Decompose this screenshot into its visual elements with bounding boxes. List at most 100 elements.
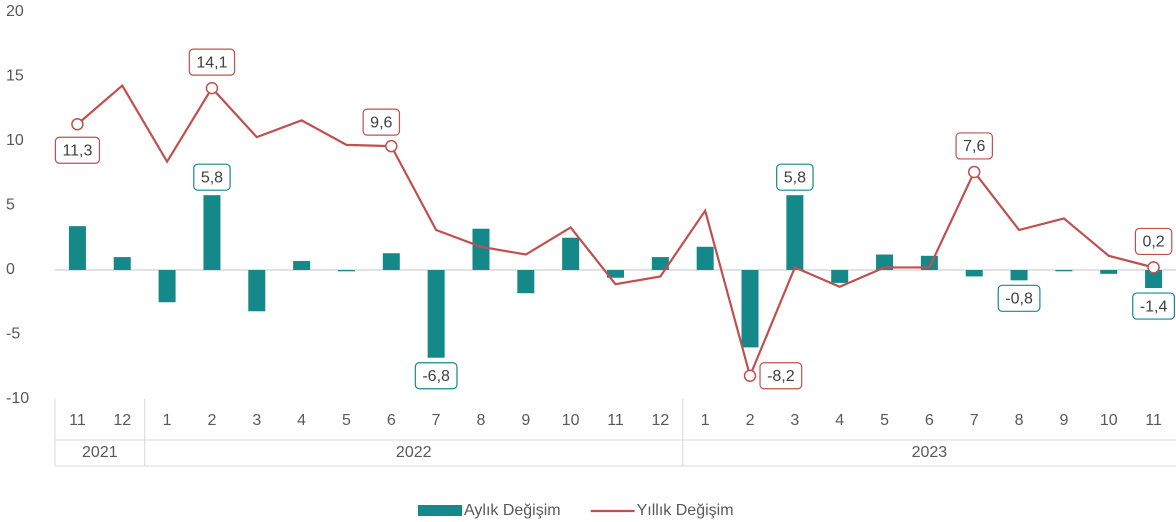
legend-label: Yıllık Değişim [637,502,734,519]
x-tick-label: 8 [1015,412,1024,429]
y-tick-label: 0 [6,261,15,278]
bar [831,270,849,283]
x-tick-label: 2 [746,412,755,429]
data-label-box [759,362,803,390]
data-label-text: -6,8 [422,368,450,385]
data-label-box [776,163,814,191]
x-tick-label: 9 [521,412,530,429]
x-tick-label: 4 [835,412,844,429]
bar [876,254,894,270]
x-tick-label: 10 [1100,412,1118,429]
y-tick-label: 15 [6,68,24,85]
data-label-box [1134,227,1173,256]
x-tick-label: 6 [387,412,396,429]
y-tick-label: -5 [6,326,20,343]
data-label: -6,8 [414,362,458,390]
x-tick-label: 8 [477,412,486,429]
x-tick-label: 4 [297,412,306,429]
x-tick-label: 7 [432,412,441,429]
data-label-box [54,136,101,164]
x-tick-label: 12 [113,412,131,429]
x-tick-label: 3 [790,412,799,429]
bar [965,270,983,277]
data-label-box [997,284,1041,312]
bar [1010,270,1028,281]
data-label: -0,8 [997,284,1041,312]
bar [293,260,311,270]
data-label: 14,1 [188,48,236,76]
x-tick-label: 6 [925,412,934,429]
line-marker [71,117,84,131]
x-tick-label: 7 [970,412,979,429]
x-group-label: 2021 [82,444,118,461]
bar [337,270,355,272]
bar [562,237,580,270]
x-tick-label: 1 [163,412,172,429]
line-marker [1147,261,1160,274]
line-marker [967,165,981,179]
x-tick-label: 3 [252,412,261,429]
bar [1145,270,1163,289]
x-tick-label: 11 [1145,412,1162,429]
data-label: 11,3 [54,136,101,164]
x-tick-label: 11 [607,412,624,429]
data-label-text: 5,8 [201,169,223,186]
data-label-text: 9,6 [370,114,392,131]
x-tick-label: 10 [562,412,580,429]
bar [651,257,669,270]
bar [696,246,714,270]
bar [248,270,266,312]
data-label-box [1132,292,1176,320]
data-label-box [955,132,993,160]
x-tick-label: 2 [207,412,216,429]
legend-swatch [418,505,462,516]
data-label: -8,2 [759,362,803,390]
data-label: 0,2 [1134,227,1173,256]
y-tick-label: 20 [6,3,24,20]
x-tick-label: 9 [1059,412,1068,429]
x-group-label: 2023 [912,444,948,461]
data-label: 5,8 [776,163,814,191]
x-tick-label: 5 [880,412,889,429]
line-marker [205,81,219,95]
x-tick-label: 5 [342,412,351,429]
bar [382,253,400,270]
x-tick-label: 1 [701,412,710,429]
x-group-label: 2022 [396,444,432,461]
y-tick-label: -10 [6,390,29,407]
bar [1100,270,1118,274]
line-marker [385,139,398,153]
y-tick-label: 5 [6,197,15,214]
data-label-box [193,163,231,191]
bar [68,226,86,270]
data-label: 7,6 [955,132,993,160]
legend-label: Aylık Değişim [464,502,561,519]
bar [203,195,221,270]
x-tick-label: 12 [651,412,669,429]
data-label-text: 0,2 [1142,234,1164,251]
bar [741,270,759,348]
bar [472,228,490,270]
data-label-text: 14,1 [196,54,227,71]
line-marker [743,369,757,383]
bar [786,195,804,270]
data-label-text: 5,8 [784,169,806,186]
data-label-text: 11,3 [62,142,92,159]
bar [427,270,445,358]
bar [517,270,535,294]
data-label-text: 7,6 [963,138,985,155]
data-label: 9,6 [362,108,401,136]
bar [158,270,176,303]
x-tick-label: 11 [69,412,86,429]
bar [1055,270,1073,272]
bar [113,257,131,270]
data-label-text: -0,8 [1005,291,1033,308]
data-label-box [362,108,401,136]
data-label: -1,4 [1132,292,1176,320]
data-label-box [414,362,458,390]
line [76,83,1154,380]
data-label-text: -1,4 [1140,298,1168,315]
bar [607,270,624,278]
data-label-box [188,48,236,76]
